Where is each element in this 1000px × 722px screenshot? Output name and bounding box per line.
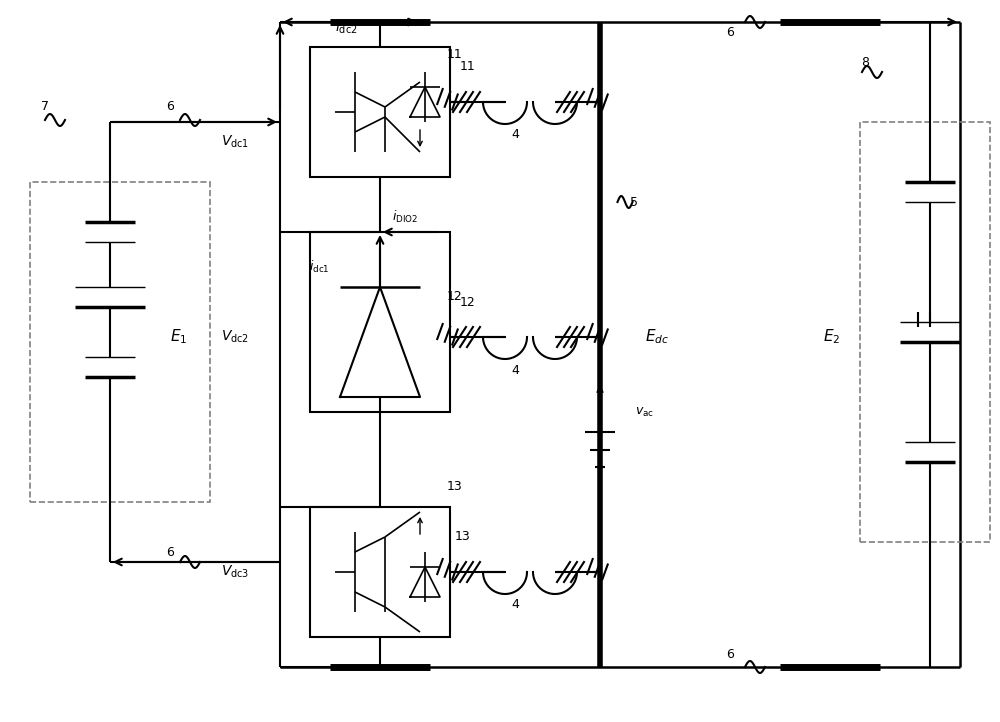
Text: $E_2$: $E_2$ (823, 328, 840, 347)
Text: 8: 8 (861, 56, 869, 69)
Text: $V_{\rm dc3}$: $V_{\rm dc3}$ (221, 564, 249, 580)
Text: $v_{\rm ac}$: $v_{\rm ac}$ (635, 406, 654, 419)
Bar (30, 182, 210, 502)
Text: $i_{\rm dc1}$: $i_{\rm dc1}$ (309, 259, 330, 275)
Text: 6: 6 (726, 648, 734, 661)
Text: 13: 13 (455, 531, 471, 544)
Text: 6: 6 (726, 25, 734, 38)
Text: 6: 6 (166, 100, 174, 113)
Text: 4: 4 (511, 363, 519, 376)
Text: 11: 11 (447, 48, 463, 61)
Text: $V_{\rm dc2}$: $V_{\rm dc2}$ (221, 329, 249, 345)
Text: $i_{\rm DIO2}$: $i_{\rm DIO2}$ (392, 209, 418, 225)
Text: $E_{dc}$: $E_{dc}$ (645, 328, 669, 347)
Text: 12: 12 (447, 290, 463, 303)
Text: 4: 4 (511, 128, 519, 141)
Text: 6: 6 (166, 546, 174, 559)
Text: $E_1$: $E_1$ (170, 328, 187, 347)
Bar (310, 507, 450, 637)
Bar (310, 232, 450, 412)
Text: 11: 11 (460, 61, 476, 74)
Text: 7: 7 (41, 100, 49, 113)
Text: $i_{\rm dc2}$: $i_{\rm dc2}$ (335, 18, 358, 35)
Text: $V_{\rm dc1}$: $V_{\rm dc1}$ (221, 134, 249, 150)
Text: 4: 4 (511, 599, 519, 612)
Text: 5: 5 (630, 196, 638, 209)
Polygon shape (340, 287, 420, 397)
Text: 13: 13 (447, 481, 463, 494)
Bar (310, 47, 450, 177)
Bar (860, 122, 990, 542)
Text: 12: 12 (460, 295, 476, 308)
